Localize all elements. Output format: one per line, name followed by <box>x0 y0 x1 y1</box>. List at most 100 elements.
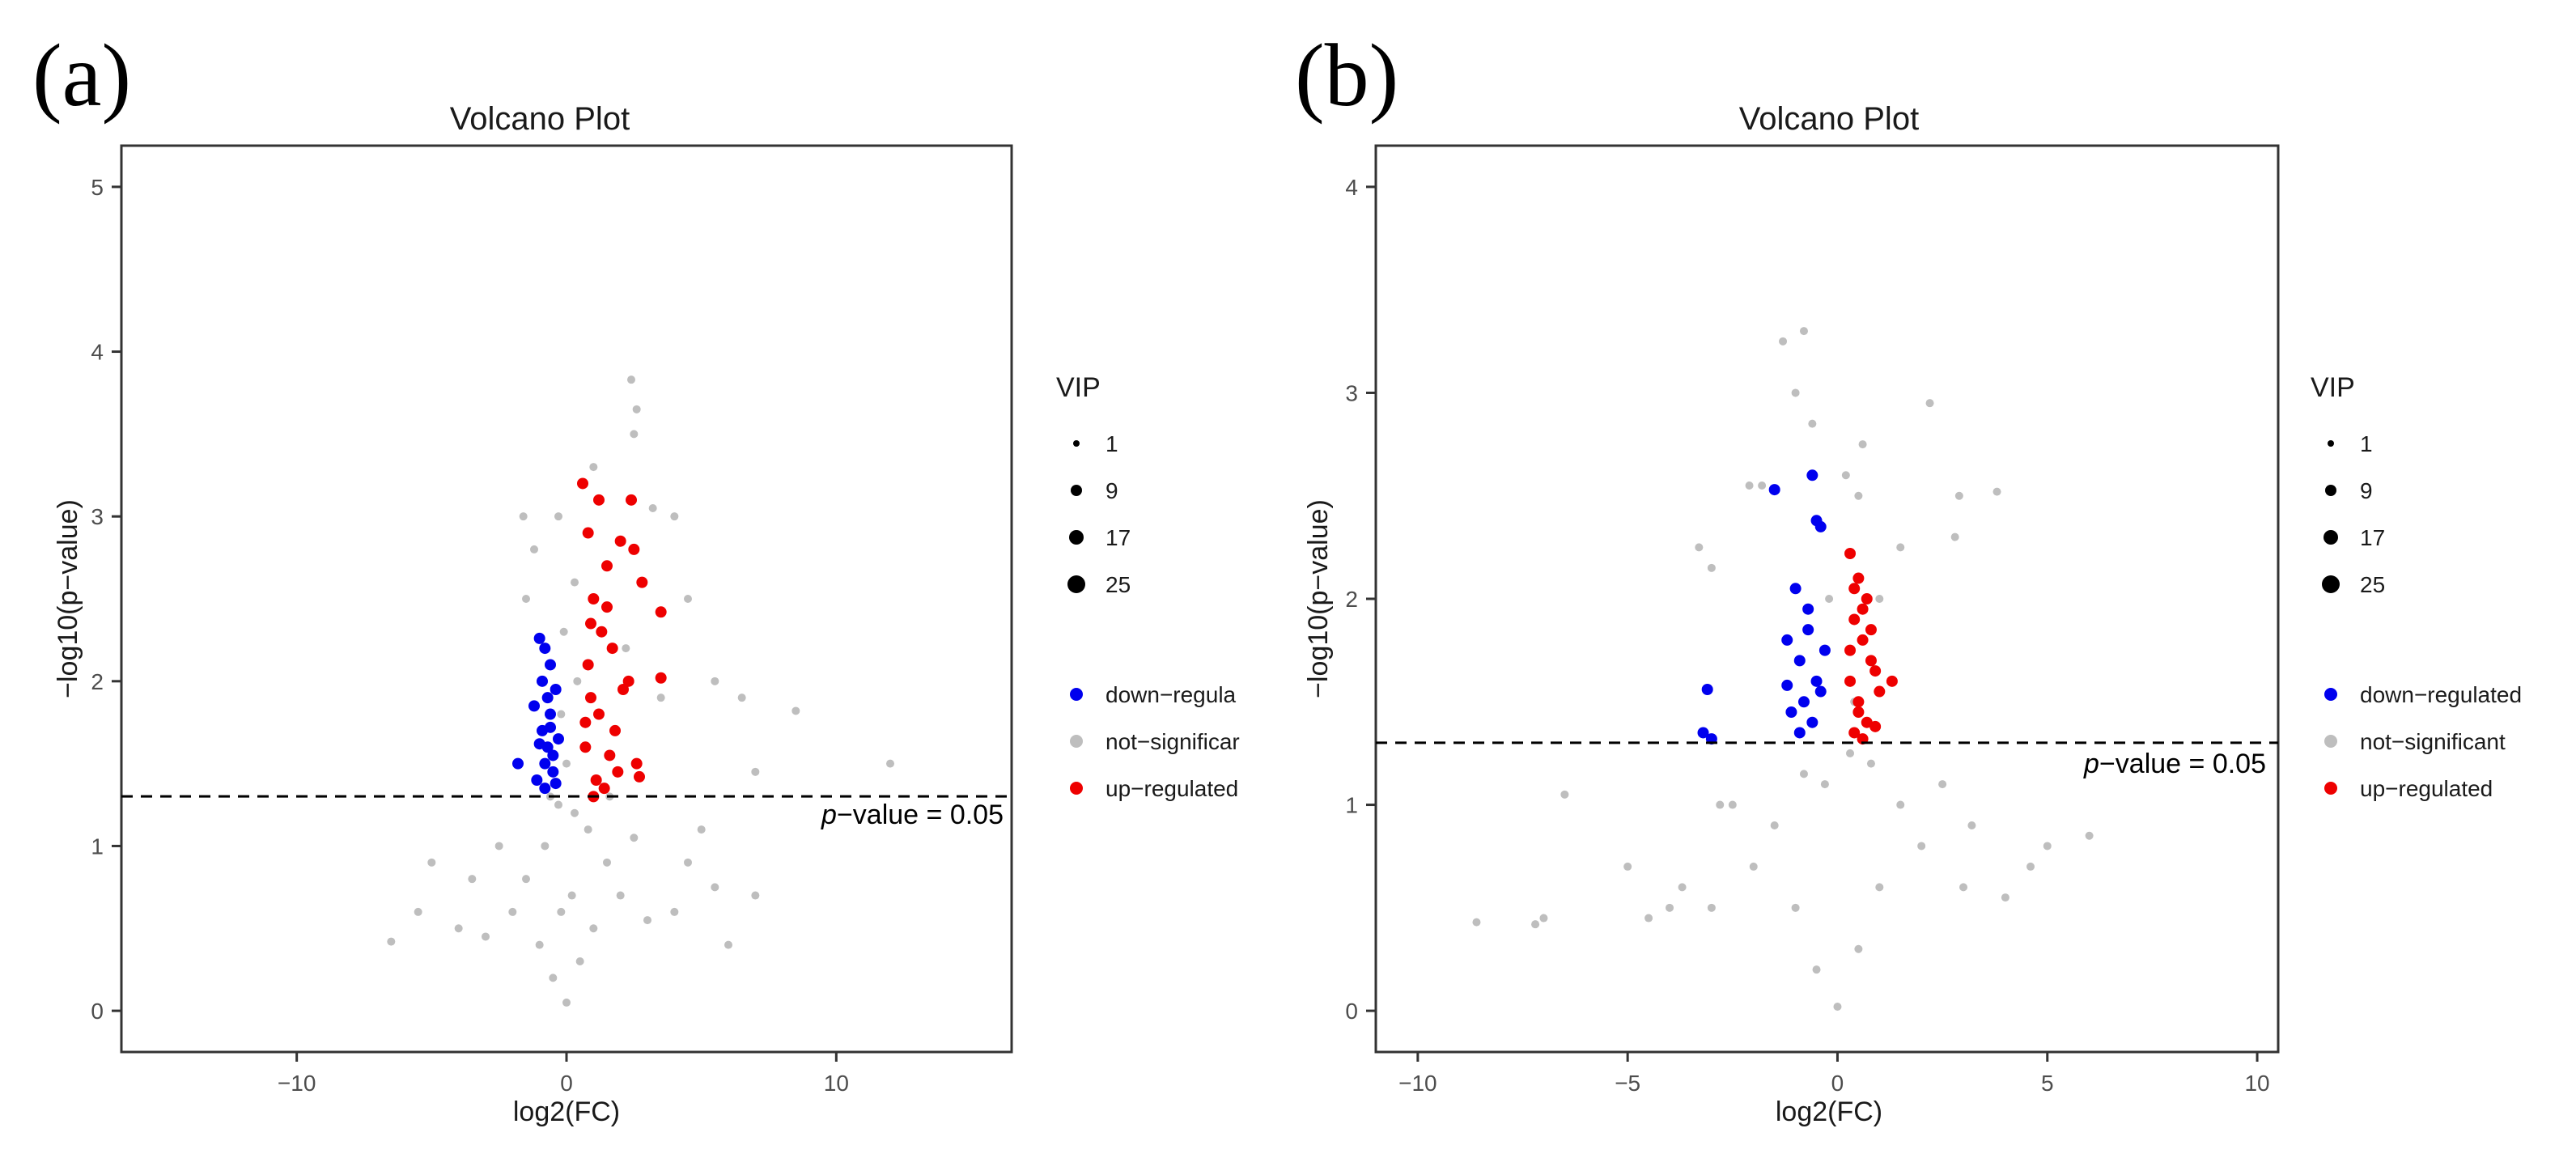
point-not-significant <box>1799 327 1808 336</box>
point-not-significant <box>562 998 571 1007</box>
point-not-significant <box>1779 337 1788 346</box>
point-down-regulated <box>1701 684 1713 695</box>
point-up-regulated <box>626 494 637 506</box>
point-not-significant <box>711 677 719 685</box>
point-up-regulated <box>1869 720 1882 732</box>
y-tick-label: 3 <box>91 504 104 529</box>
point-not-significant <box>454 924 463 933</box>
point-down-regulated <box>1818 644 1831 656</box>
point-down-regulated <box>1806 716 1818 728</box>
legend-size-label: 1 <box>1106 431 1118 456</box>
point-not-significant <box>1799 770 1808 778</box>
point-up-regulated <box>604 749 616 761</box>
legend-size-label: 9 <box>2360 478 2373 503</box>
point-up-regulated <box>1844 548 1857 559</box>
point-not-significant <box>557 710 566 719</box>
point-not-significant <box>751 767 760 776</box>
point-not-significant <box>656 694 665 702</box>
point-not-significant <box>522 875 530 884</box>
x-tick-label: 10 <box>824 1071 849 1096</box>
panel-b-threshold-label: p−value = 0.05 <box>2083 749 2266 779</box>
point-not-significant <box>589 463 598 472</box>
point-down-regulated <box>528 700 540 712</box>
point-down-regulated <box>1814 520 1827 532</box>
point-not-significant <box>541 842 550 850</box>
point-not-significant <box>603 858 611 867</box>
point-up-regulated <box>601 601 613 613</box>
point-not-significant <box>1896 800 1905 809</box>
point-not-significant <box>1841 471 1850 480</box>
legend-color-label: up−regulated <box>1106 776 1238 801</box>
point-not-significant <box>1749 862 1758 871</box>
point-not-significant <box>1539 914 1548 923</box>
point-down-regulated <box>539 757 551 770</box>
point-up-regulated <box>588 593 600 604</box>
panel-a-threshold-p: p <box>821 800 837 830</box>
point-not-significant <box>1791 388 1800 397</box>
point-up-regulated <box>1857 603 1869 615</box>
point-up-regulated <box>622 675 634 687</box>
point-not-significant <box>557 907 566 916</box>
legend-size-label: 1 <box>2360 431 2373 456</box>
point-not-significant <box>575 957 584 965</box>
legend-color-label: not−significant <box>2360 729 2506 754</box>
point-up-regulated <box>1848 613 1861 626</box>
point-not-significant <box>571 578 579 587</box>
point-not-significant <box>494 842 503 850</box>
panel-a-legend: VIP 1 9 17 25 down−regula not−significar up−reg… <box>1056 372 1240 801</box>
point-not-significant <box>697 825 706 834</box>
point-up-regulated <box>598 783 610 795</box>
point-not-significant <box>508 907 517 916</box>
point-not-significant <box>559 627 568 636</box>
point-up-regulated <box>1865 655 1877 667</box>
point-down-regulated <box>533 738 545 750</box>
point-up-regulated <box>1844 675 1857 687</box>
point-down-regulated <box>1814 685 1827 698</box>
point-not-significant <box>571 808 579 817</box>
point-up-regulated <box>630 757 643 770</box>
point-down-regulated <box>1802 603 1814 615</box>
panel-b-legend: VIP 1 9 17 25 down−regulated not−significant up… <box>2311 372 2522 801</box>
point-down-regulated <box>1806 469 1818 481</box>
legend-size-label: 25 <box>1106 572 1131 597</box>
point-up-regulated <box>1857 634 1869 646</box>
x-tick-label: 0 <box>1831 1071 1844 1096</box>
point-not-significant <box>622 644 630 653</box>
point-not-significant <box>1896 543 1905 552</box>
point-not-significant <box>630 430 639 439</box>
point-down-regulated <box>1810 675 1823 687</box>
y-tick-label: 0 <box>91 999 104 1024</box>
y-tick-label: 4 <box>91 340 104 365</box>
y-tick-label: 1 <box>91 834 104 859</box>
point-not-significant <box>2085 831 2094 840</box>
panel-a-letter: (a) <box>32 26 131 125</box>
point-not-significant <box>670 512 679 521</box>
y-tick-label: 2 <box>1345 587 1358 612</box>
point-not-significant <box>1954 491 1963 500</box>
point-not-significant <box>1707 903 1716 912</box>
point-not-significant <box>427 858 436 867</box>
point-not-significant <box>627 375 635 384</box>
point-not-significant <box>468 875 477 884</box>
point-not-significant <box>684 595 692 603</box>
legend-size-title: VIP <box>2311 372 2355 403</box>
point-up-regulated <box>1852 706 1865 718</box>
y-tick-label: 3 <box>1345 380 1358 405</box>
point-up-regulated <box>590 774 602 786</box>
point-up-regulated <box>634 770 645 783</box>
point-up-regulated <box>1861 716 1873 728</box>
point-not-significant <box>1812 965 1821 974</box>
point-not-significant <box>1950 532 1959 541</box>
point-up-regulated <box>585 692 596 704</box>
legend-size-label: 17 <box>2360 525 2385 550</box>
legend-size-dot <box>1067 575 1085 593</box>
x-tick-label: 10 <box>2244 1071 2269 1096</box>
point-not-significant <box>632 405 641 414</box>
point-not-significant <box>2043 842 2052 850</box>
point-not-significant <box>1854 491 1863 500</box>
point-down-regulated <box>512 757 524 770</box>
point-not-significant <box>1472 918 1481 927</box>
x-tick-label: −10 <box>1398 1071 1437 1096</box>
point-up-regulated <box>1874 685 1886 698</box>
point-up-regulated <box>1852 572 1865 584</box>
